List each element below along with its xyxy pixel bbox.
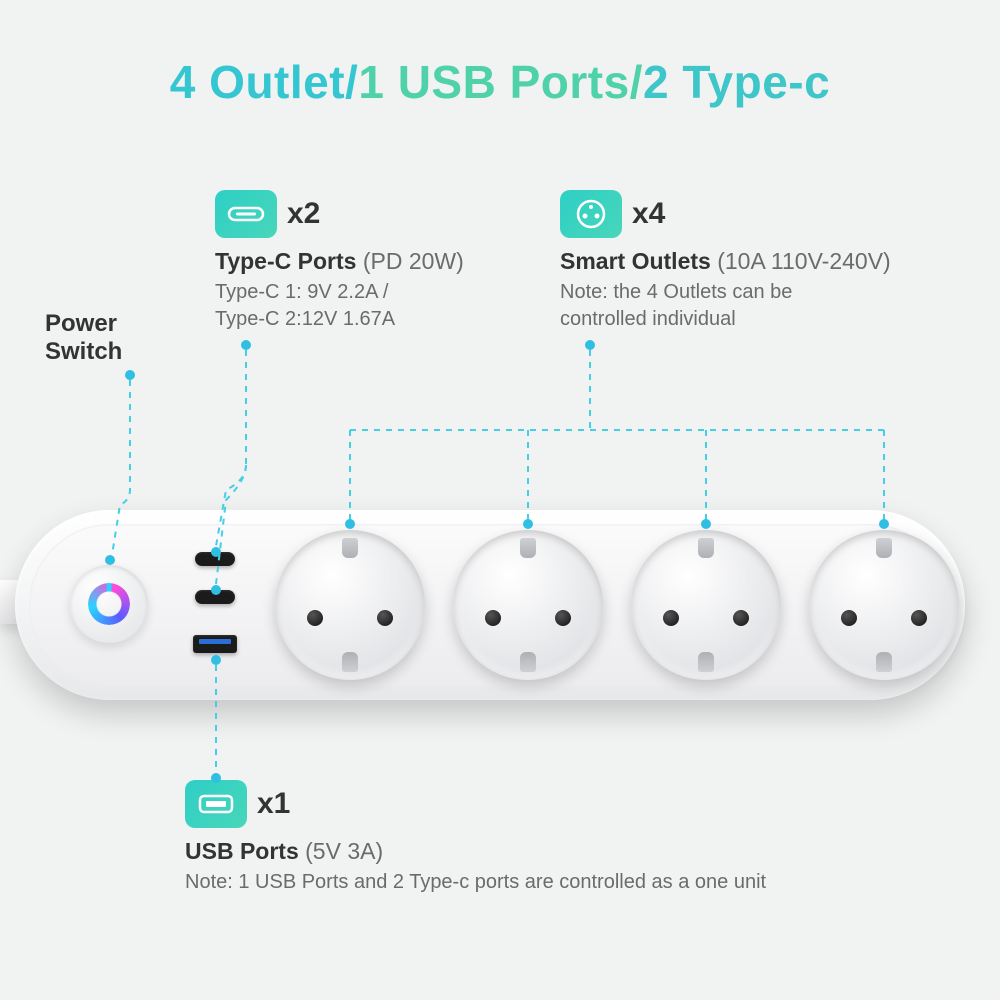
power-switch-label-l2: Switch xyxy=(45,338,122,366)
usb-note: Note: 1 USB Ports and 2 Type-c ports are… xyxy=(185,869,766,896)
power-switch-label-l1: Power xyxy=(45,310,122,338)
usb-a-port xyxy=(193,635,237,653)
headline-seg-usb: 1 USB Ports/ xyxy=(358,56,643,108)
typec-title-bold: Type-C Ports xyxy=(215,248,356,274)
usb-count: x1 xyxy=(257,787,290,821)
typec-title: Type-C Ports (PD 20W) xyxy=(215,248,464,275)
typec-line2: Type-C 2:12V 1.67A xyxy=(215,306,464,333)
outlet-1 xyxy=(275,530,425,680)
headline-seg-typec: 2 Type-c xyxy=(643,56,830,108)
outlets-count: x4 xyxy=(632,197,665,231)
headline-seg-outlet: 4 Outlet/ xyxy=(170,56,359,108)
usb-info: x1 USB Ports (5V 3A) Note: 1 USB Ports a… xyxy=(185,780,766,896)
outlet-3 xyxy=(631,530,781,680)
typec-count: x2 xyxy=(287,197,320,231)
usb-title-paren: (5V 3A) xyxy=(299,838,383,864)
outlets-note1: Note: the 4 Outlets can be xyxy=(560,279,891,306)
power-ring-icon xyxy=(88,583,130,625)
outlets-badge-icon xyxy=(560,190,622,238)
usb-title: USB Ports (5V 3A) xyxy=(185,838,766,865)
power-switch-label: Power Switch xyxy=(45,310,122,365)
usb-title-bold: USB Ports xyxy=(185,838,299,864)
typec-title-paren: (PD 20W) xyxy=(356,248,463,274)
typec-line1: Type-C 1: 9V 2.2A / xyxy=(215,279,464,306)
outlet-2 xyxy=(453,530,603,680)
typec-port-2 xyxy=(195,590,235,604)
outlets-title-bold: Smart Outlets xyxy=(560,248,711,274)
outlets-title: Smart Outlets (10A 110V-240V) xyxy=(560,248,891,275)
outlet-4 xyxy=(809,530,959,680)
outlets-note2: controlled individual xyxy=(560,306,891,333)
usb-badge-icon xyxy=(185,780,247,828)
outlets-info: x4 Smart Outlets (10A 110V-240V) Note: t… xyxy=(560,190,891,333)
typec-info: x2 Type-C Ports (PD 20W) Type-C 1: 9V 2.… xyxy=(215,190,464,333)
headline: 4 Outlet/1 USB Ports/2 Type-c xyxy=(0,0,1000,109)
typec-port-1 xyxy=(195,552,235,566)
typec-badge-icon xyxy=(215,190,277,238)
power-button xyxy=(70,565,148,643)
outlets-title-paren: (10A 110V-240V) xyxy=(711,248,891,274)
